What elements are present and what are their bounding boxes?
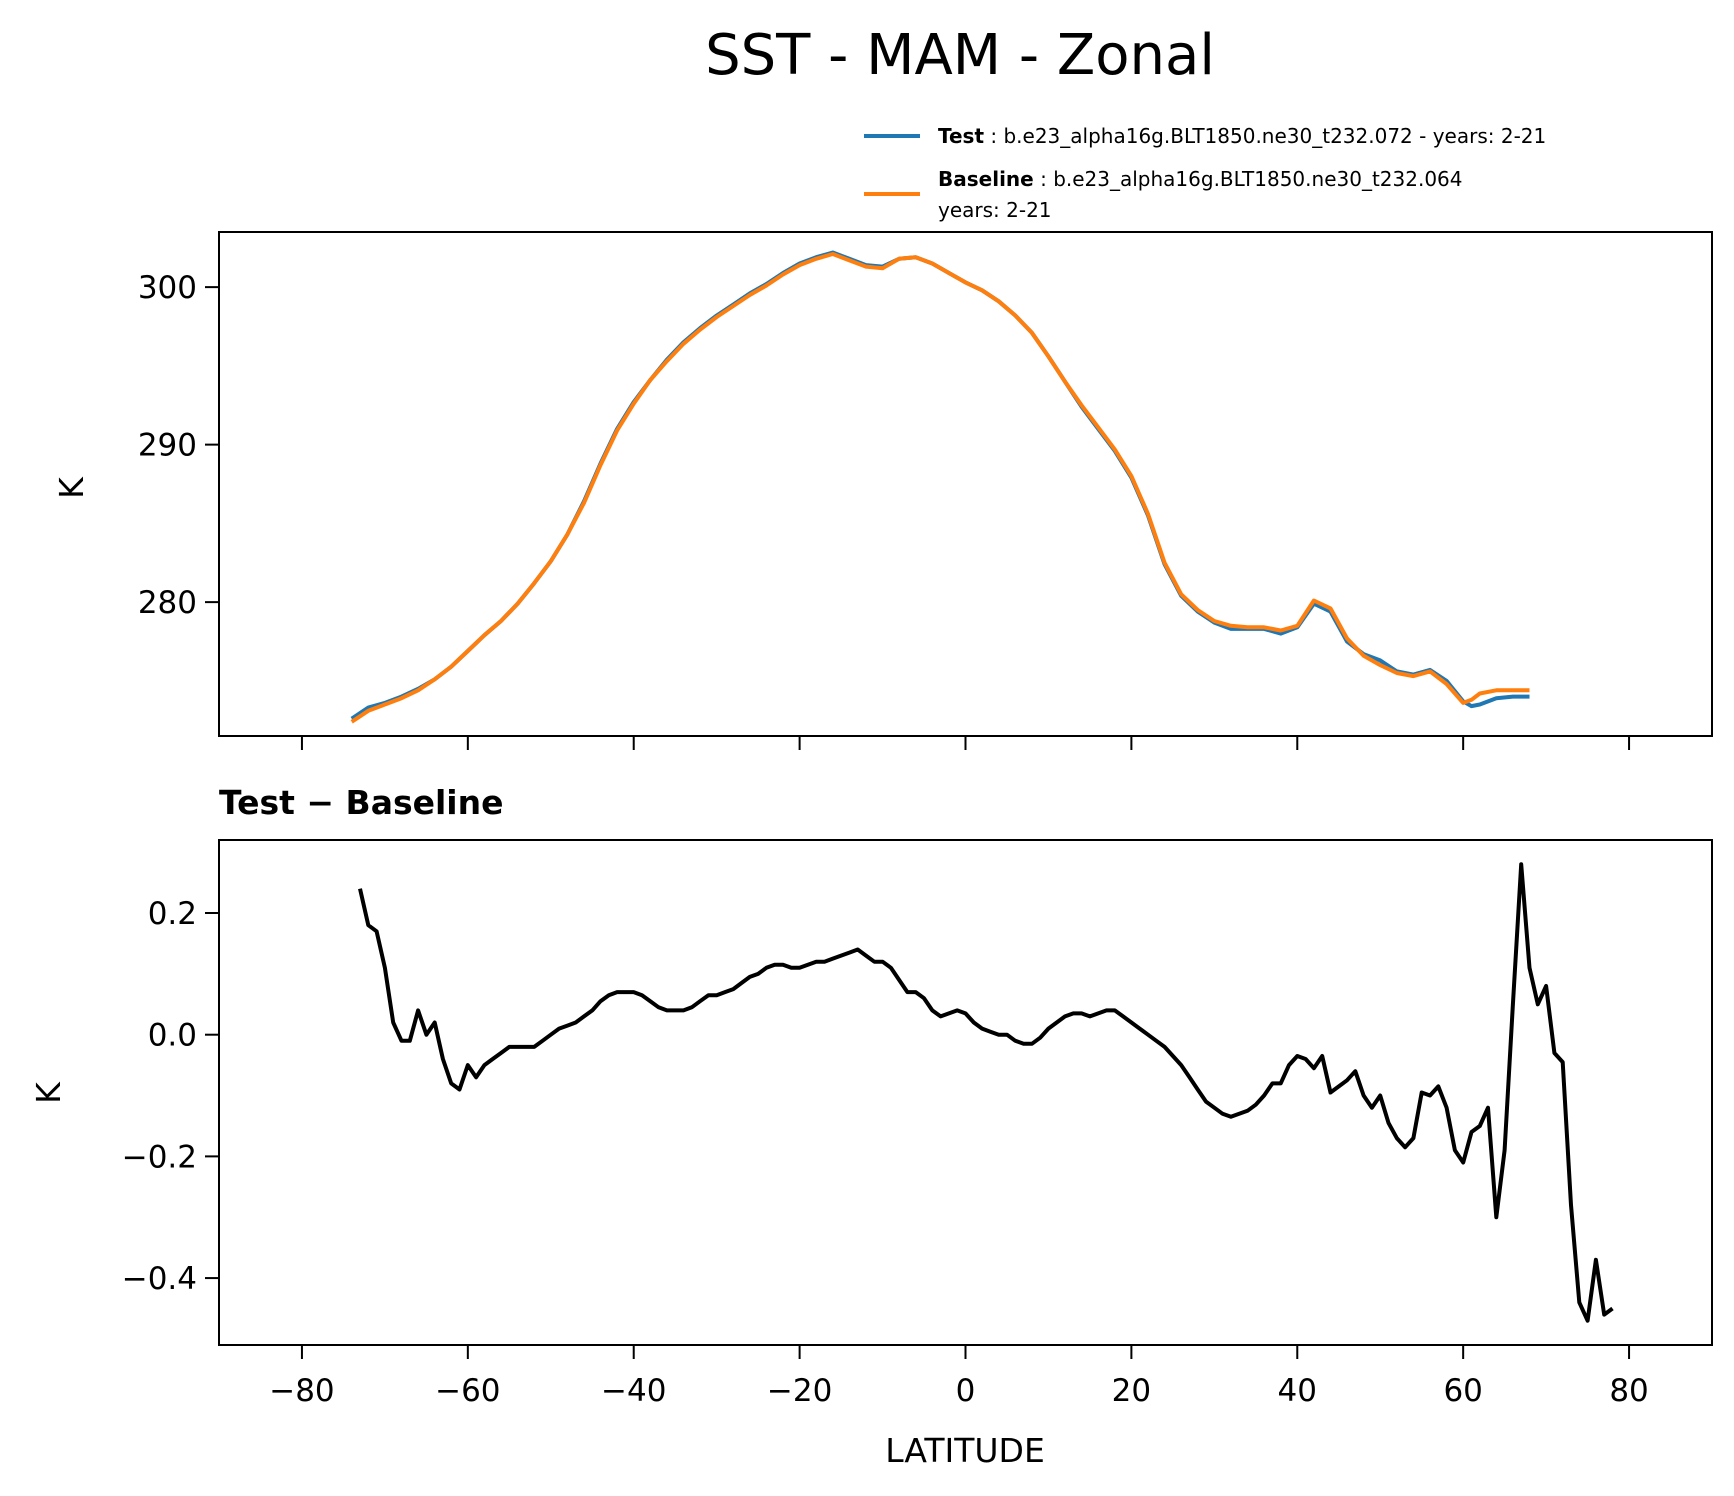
bottom-axes-frame [218,839,1713,1346]
top-panel: 280 290 300 K [52,231,1713,750]
x-tick-label: −60 [435,1373,500,1409]
x-axis-label: LATITUDE [885,1431,1045,1470]
bottom-y-tick-label: −0.2 [122,1139,197,1175]
top-y-tick-label: 280 [138,585,197,621]
legend-desc-test: b.e23_alpha16g.BLT1850.ne30_t232.072 - y… [1003,124,1546,148]
bottom-y-tick-label: 0.2 [148,896,197,932]
top-y-tick-label: 300 [138,270,197,306]
x-tick-label: 60 [1443,1373,1482,1409]
legend: Test : b.e23_alpha16g.BLT1850.ne30_t232.… [864,124,1546,222]
x-tick-label: −20 [767,1373,832,1409]
series-line-test [350,250,1530,721]
x-tick-label: 0 [956,1373,976,1409]
series-line-difference [358,862,1614,1323]
legend-entry-baseline: Baseline : b.e23_alpha16g.BLT1850.ne30_t… [938,167,1463,191]
top-series-group [350,250,1530,724]
bottom-panel: Test − Baseline −80 −60 −40 −20 0 20 40 60 80 0.… [29,783,1713,1470]
top-axes-frame [218,231,1713,737]
x-tick-label: 80 [1609,1373,1648,1409]
bottom-y-tick-label: 0.0 [148,1018,197,1054]
legend-sep-baseline: : [1034,167,1053,191]
legend-entry-test: Test : b.e23_alpha16g.BLT1850.ne30_t232.… [938,124,1546,148]
x-tick-label: 40 [1278,1373,1317,1409]
top-y-tick-label: 290 [138,428,197,464]
x-tick-label: −40 [601,1373,666,1409]
top-x-ticks [300,736,1631,750]
bottom-series-group [358,862,1614,1323]
legend-desc-baseline-years: years: 2-21 [938,198,1052,222]
x-tick-label: −80 [269,1373,334,1409]
legend-desc-baseline: b.e23_alpha16g.BLT1850.ne30_t232.064 [1053,167,1462,191]
bottom-y-axis-label: K [29,1081,68,1104]
bottom-panel-title: Test − Baseline [219,783,504,822]
bottom-y-tick-label: −0.4 [122,1261,197,1297]
top-y-ticks: 280 290 300 [138,270,219,621]
top-y-axis-label: K [52,476,91,499]
bottom-y-ticks: 0.2 0.0 −0.2 −0.4 [122,896,219,1297]
legend-name-test: Test [938,124,984,148]
chart-title: SST - MAM - Zonal [705,23,1215,88]
bottom-x-ticks: −80 −60 −40 −20 0 20 40 60 80 [269,1345,1649,1409]
series-line-baseline [350,252,1530,724]
legend-sep-test: : [984,124,1003,148]
legend-name-baseline: Baseline [938,167,1034,191]
x-tick-label: 20 [1112,1373,1151,1409]
